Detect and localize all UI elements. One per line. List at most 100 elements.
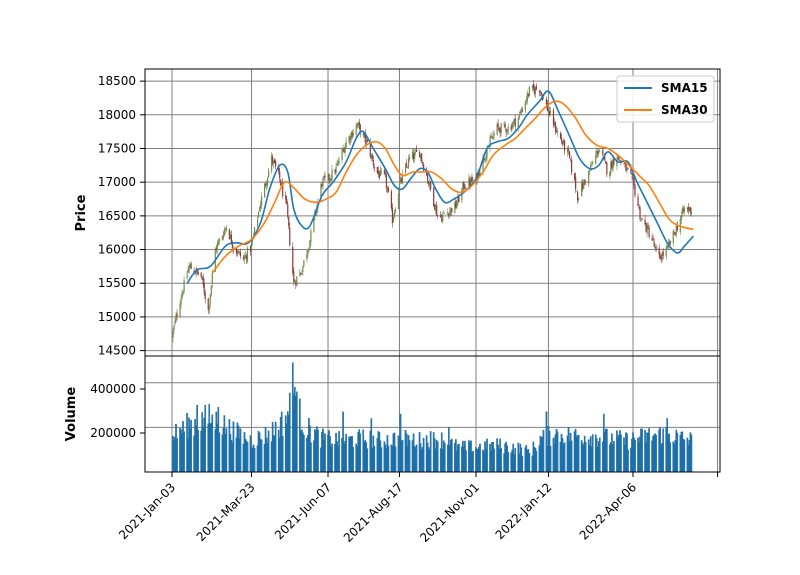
candle-body	[683, 207, 685, 213]
candle-body	[449, 211, 451, 216]
volume-bar	[528, 453, 531, 473]
candle-body	[244, 255, 247, 258]
candle-body	[266, 183, 268, 186]
candle-body	[228, 229, 230, 239]
candle-body	[632, 174, 634, 178]
candle-body	[651, 238, 653, 241]
candle-body	[606, 162, 608, 175]
candle-body	[497, 123, 499, 128]
candle-body	[242, 256, 245, 259]
price-y-tick-label: 18500	[98, 74, 136, 88]
volume-bar	[232, 421, 235, 473]
candle-body	[183, 279, 185, 293]
candle-body	[397, 193, 400, 210]
candle-body	[357, 123, 359, 126]
candle-body	[200, 272, 202, 277]
candle-body	[423, 164, 425, 171]
volume-bar	[655, 434, 657, 473]
volume-bar	[493, 448, 495, 473]
candle-body	[237, 250, 240, 254]
candle-body	[527, 93, 529, 97]
candle-body	[472, 179, 474, 181]
candle-body	[688, 206, 690, 212]
volume-bar	[584, 442, 587, 473]
volume-bar	[606, 428, 608, 473]
candle-body	[281, 183, 283, 186]
candle-body	[659, 255, 661, 259]
candle-body	[641, 218, 643, 220]
candle-body	[428, 182, 430, 185]
volume-y-tick-label: 400000	[90, 382, 136, 396]
volume-bar	[366, 448, 369, 473]
candle-body	[596, 151, 598, 155]
volume-bar	[472, 450, 474, 473]
candle-body	[583, 180, 585, 190]
candle-body	[654, 246, 656, 249]
candle-body	[638, 206, 640, 208]
candle-body	[505, 129, 507, 133]
candle-body	[265, 184, 267, 186]
candle-body	[576, 190, 578, 192]
candle-body	[286, 199, 288, 204]
candle-body	[533, 88, 535, 94]
candle-body	[379, 169, 381, 176]
candle-body	[426, 169, 428, 176]
volume-bar	[373, 446, 376, 473]
candle-body	[512, 121, 514, 128]
candle-body	[559, 133, 562, 139]
candle-body	[674, 233, 676, 236]
candle-body	[456, 204, 458, 208]
volume-bar	[669, 442, 672, 473]
candle-body	[308, 248, 310, 252]
volume-bar	[521, 455, 524, 473]
volume-bar	[317, 429, 319, 473]
candle-body	[584, 180, 586, 182]
candle-body	[419, 152, 421, 158]
candle-body	[358, 121, 360, 126]
candle-body	[633, 177, 635, 185]
candle-body	[561, 142, 564, 145]
candle-body	[376, 166, 378, 173]
candle-body	[324, 175, 326, 178]
series-line-sma15	[186, 90, 694, 284]
candle-body	[673, 231, 675, 234]
candle-body	[534, 86, 536, 95]
candle-body	[306, 254, 308, 260]
candle-body	[520, 111, 522, 114]
candle-body	[272, 156, 274, 164]
candle-body	[380, 170, 382, 172]
candle-body	[282, 181, 284, 197]
candle-body	[563, 140, 566, 151]
candle-body	[210, 285, 212, 296]
candle-body	[669, 240, 671, 244]
candle-body	[672, 230, 674, 243]
candle-body	[598, 150, 600, 154]
volume-bar	[598, 437, 601, 473]
volume-bar	[627, 449, 629, 473]
candle-body	[211, 273, 213, 284]
volume-bar	[176, 438, 178, 473]
candle-body	[330, 178, 332, 181]
candle-body	[552, 110, 555, 126]
candle-body	[222, 235, 224, 237]
candle-body	[415, 149, 418, 152]
candle-body	[498, 128, 500, 130]
candle-body	[503, 123, 505, 125]
candle-body	[434, 204, 436, 210]
candle-body	[560, 137, 563, 142]
candle-body	[645, 222, 647, 232]
candle-body	[207, 298, 209, 310]
legend-label-sma15: SMA15	[661, 81, 708, 95]
volume-bar	[246, 442, 249, 473]
candle-body	[336, 163, 338, 165]
candle-body	[507, 126, 509, 132]
candle-body	[442, 215, 444, 221]
candle-body	[378, 172, 380, 178]
candle-body	[648, 228, 650, 237]
candle-body	[599, 151, 601, 152]
candle-body	[437, 214, 439, 216]
candle-body	[531, 85, 533, 88]
volume-bar	[260, 439, 263, 473]
candle-body	[578, 197, 580, 200]
candle-body	[257, 211, 260, 218]
